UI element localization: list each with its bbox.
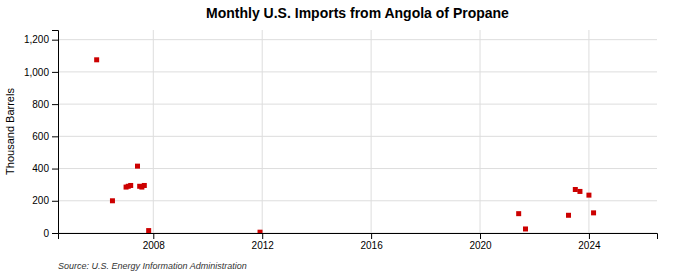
x-axis-tick: 2020: [469, 233, 492, 251]
y-axis-tick-label: 800: [32, 99, 49, 110]
point: [516, 211, 521, 216]
y-axis-tick-mark: [52, 72, 58, 73]
point: [110, 198, 115, 203]
y-axis-tick-label: 0: [43, 228, 49, 239]
x-axis-tick-mark: [371, 233, 372, 239]
point: [142, 183, 147, 188]
y-axis-tick-mark: [52, 169, 58, 170]
y-axis-tick: 0: [43, 228, 58, 239]
point: [577, 189, 582, 194]
plot-area: 2008 2012 2016 2020 2024 0 200 400 600 800 1,000 1,…: [24, 30, 658, 251]
grid-line-x: [153, 30, 154, 233]
x-axis-tick-mark: [153, 233, 154, 239]
grid-line-y: [58, 200, 657, 201]
chart: 2008 2012 2016 2020 2024 0 200 400 600 800 1,000 1,…: [0, 0, 675, 275]
point: [566, 213, 571, 218]
y-axis-tick-label: 400: [32, 163, 49, 174]
grid-line-x: [588, 30, 589, 233]
grid-line-x: [262, 30, 263, 233]
point: [135, 164, 140, 169]
x-axis-tick: 2024: [578, 233, 601, 251]
x-axis-tick: 2012: [252, 233, 275, 251]
y-axis-tick: 1,000: [24, 67, 58, 78]
y-axis-tick: 200: [32, 195, 58, 206]
x-axis-tick: 2016: [360, 233, 383, 251]
grid-line-y: [58, 71, 657, 72]
x-axis-tick-mark: [589, 233, 590, 239]
y-axis-tick-mark: [52, 136, 58, 137]
y-axis-tick-label: 200: [32, 195, 49, 206]
source-note: Source: U.S. Energy Information Administ…: [58, 261, 247, 271]
grid-line-y: [58, 136, 657, 137]
point: [591, 210, 596, 215]
x-axis-tick-label: 2008: [143, 240, 166, 251]
marks: [94, 57, 596, 233]
point: [573, 187, 578, 192]
y-axis-tick: 400: [32, 163, 58, 174]
y-axis-tick-mark: [52, 233, 58, 234]
point: [586, 193, 591, 198]
y-axis: 0 200 400 600 800 1,000 1,200: [24, 31, 59, 239]
title: Monthly U.S. Imports from Angola of Prop…: [206, 5, 509, 21]
grid: [58, 30, 657, 233]
y-axis-tick-mark: [52, 40, 58, 41]
y-axis-tick: 800: [32, 99, 58, 110]
y-axis-line: [52, 31, 59, 234]
y-axis-tick-label: 1,000: [24, 67, 49, 78]
y-axis-tick-label: 1,200: [24, 34, 49, 45]
grid-line-y: [58, 104, 657, 105]
point: [146, 228, 151, 233]
x-axis-tick-label: 2016: [360, 240, 383, 251]
y-axis-label: Thousand Barrels: [4, 88, 16, 175]
point: [523, 226, 528, 231]
y-axis-tick-label: 600: [32, 131, 49, 142]
grid-line-x: [371, 30, 372, 233]
x-axis-tick-label: 2020: [469, 240, 492, 251]
x-axis-line: [59, 234, 658, 240]
x-axis-tick-mark: [480, 233, 481, 239]
point: [94, 57, 99, 62]
grid-line-y: [58, 39, 657, 40]
x-axis-tick-label: 2012: [252, 240, 275, 251]
y-axis-tick: 600: [32, 131, 58, 142]
x-axis: 2008 2012 2016 2020 2024: [59, 233, 658, 251]
point: [258, 230, 263, 233]
y-axis-tick-mark: [52, 104, 58, 105]
y-axis-tick: 1,200: [24, 34, 58, 45]
x-axis-tick: 2008: [143, 233, 166, 251]
grid-line-y: [58, 168, 657, 169]
x-axis-tick-mark: [262, 233, 263, 239]
y-axis-tick-mark: [52, 201, 58, 202]
grid-line-x: [480, 30, 481, 233]
point: [128, 183, 133, 188]
x-axis-tick-label: 2024: [578, 240, 601, 251]
